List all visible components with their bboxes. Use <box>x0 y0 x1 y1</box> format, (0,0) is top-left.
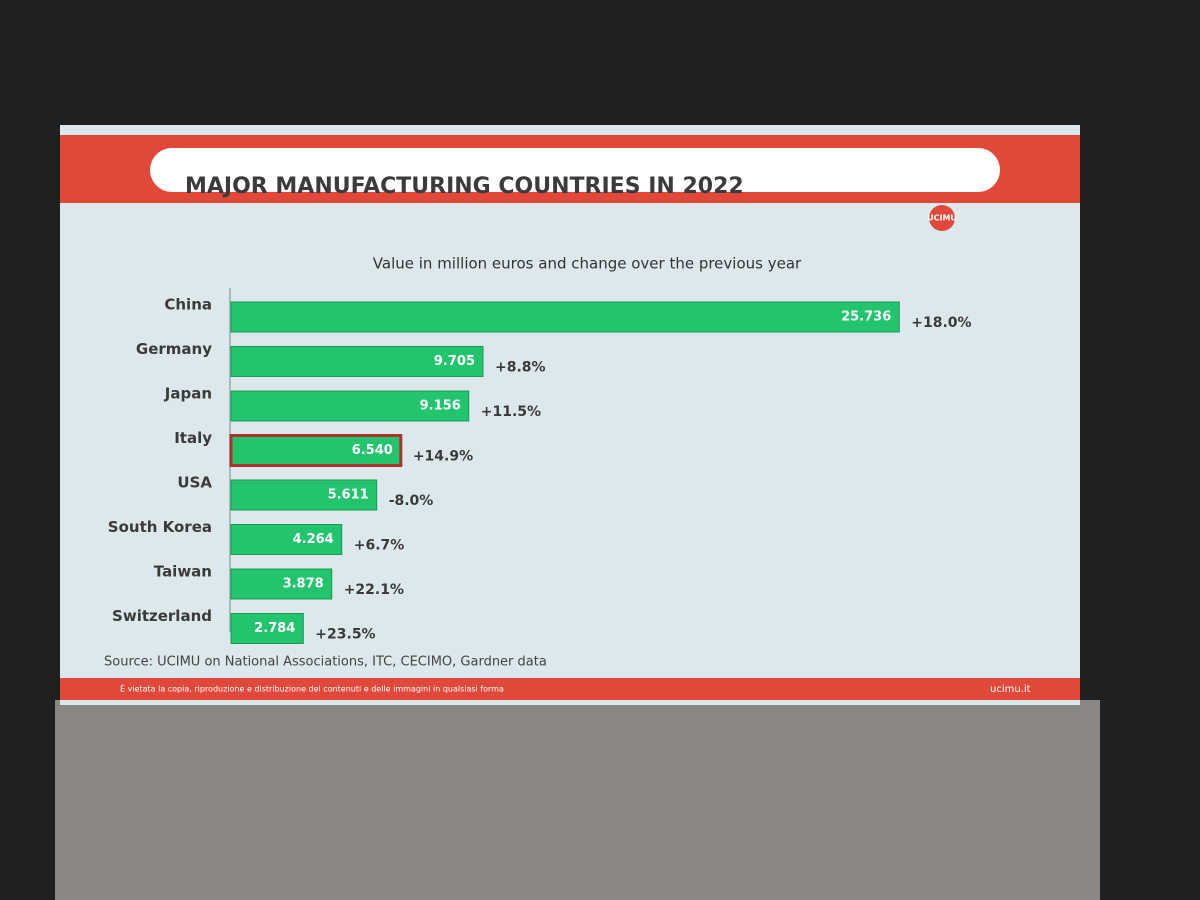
subtitle: Value in million euros and change over t… <box>373 255 802 273</box>
chart-title: MAJOR MANUFACTURING COUNTRIES IN 2022 <box>185 174 744 199</box>
website: ucimu.it <box>990 684 1031 695</box>
source: Source: UCIMU on National Associations, … <box>104 655 547 670</box>
value-label: 3.878 <box>283 577 324 592</box>
category-label: Italy <box>174 429 212 447</box>
plot: China 25.736 +18.0% Germany 9.705 +8.8% Japan 9… <box>108 296 972 644</box>
logo-badge <box>929 205 955 231</box>
change-label: +8.8% <box>495 360 546 376</box>
category-label: USA <box>177 474 212 492</box>
category-label: Taiwan <box>154 563 212 581</box>
change-label: +23.5% <box>315 627 375 643</box>
value-label: 4.264 <box>293 532 334 547</box>
bar <box>230 524 343 555</box>
bar <box>230 346 484 377</box>
change-label: +22.1% <box>344 582 404 598</box>
change-label: +11.5% <box>481 404 541 420</box>
title-pill <box>150 148 1000 192</box>
bar <box>230 613 304 644</box>
footer-text: È vietata la copia, riproduzione e distr… <box>120 683 504 694</box>
category-label: China <box>164 296 212 314</box>
bar <box>230 301 900 333</box>
bar <box>230 568 333 600</box>
bar <box>230 479 378 511</box>
category-label: Switzerland <box>112 607 212 625</box>
value-label: 9.156 <box>420 399 461 414</box>
change-label: -8.0% <box>389 493 434 509</box>
change-label: +18.0% <box>911 315 971 331</box>
bar <box>229 434 403 467</box>
category-label: South Korea <box>108 518 212 536</box>
footer-band <box>60 678 1080 700</box>
logo: UCIMU <box>927 214 957 223</box>
category-label: Germany <box>136 340 212 358</box>
change-label: +6.7% <box>354 538 405 554</box>
change-label: +14.9% <box>413 449 473 465</box>
category-label: Japan <box>164 385 212 403</box>
value-label: 2.784 <box>254 621 295 636</box>
value-label: 6.540 <box>352 443 393 458</box>
screen-lower <box>55 700 1100 900</box>
value-label: 9.705 <box>434 354 475 369</box>
value-label: 5.611 <box>328 488 369 503</box>
slide <box>60 125 1080 705</box>
value-label: 25.736 <box>841 310 891 325</box>
bar <box>230 390 470 422</box>
